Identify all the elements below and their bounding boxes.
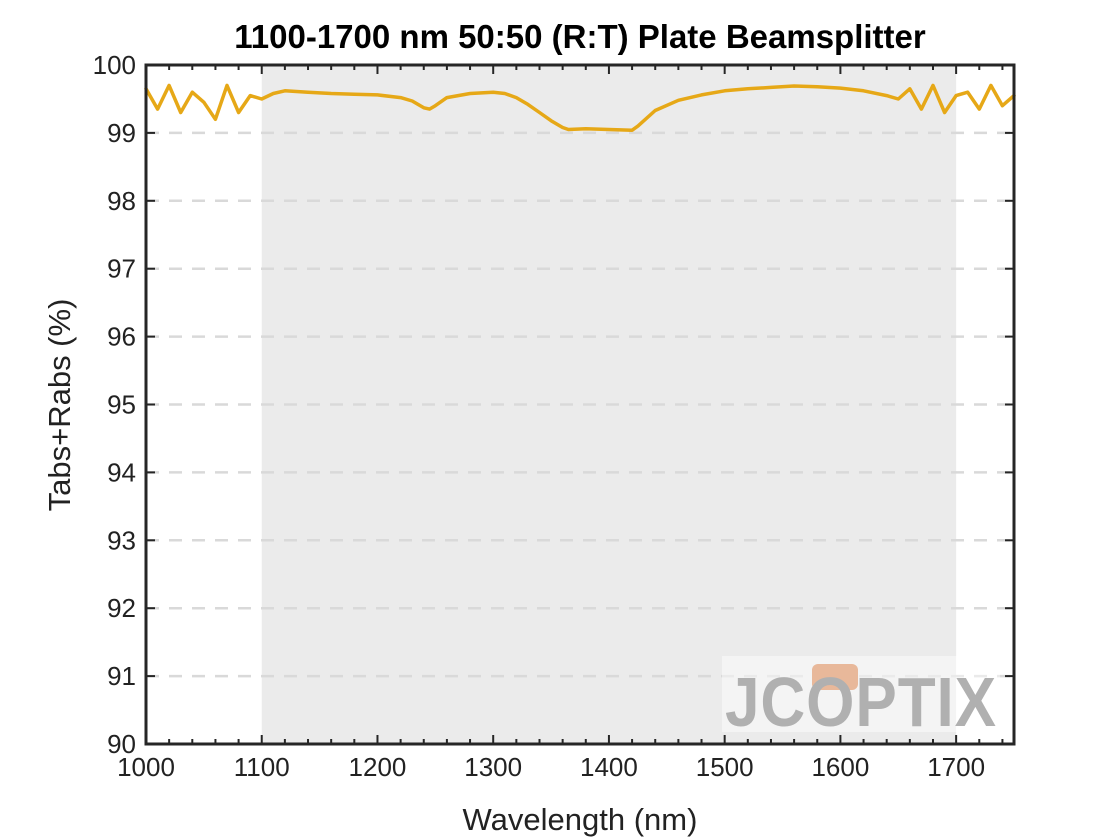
y-tick-label: 96 [107, 322, 136, 352]
series-group [144, 83, 1016, 132]
y-tick-label: 92 [107, 593, 136, 623]
x-tick-labels: 1000 1100 1200 1300 1400 1500 1600 1700 [117, 752, 985, 782]
x-tick-label: 1700 [927, 752, 985, 782]
watermark-accent-icon [812, 664, 858, 690]
x-tick-label: 1300 [464, 752, 522, 782]
y-axis-label: Tabs+Rabs (%) [42, 299, 77, 512]
grid-lines [146, 131, 1014, 678]
y-tick-label: 97 [107, 254, 136, 284]
y-tick-labels: 90 91 92 93 94 95 96 97 98 99 100 [93, 50, 136, 759]
y-tick-label: 99 [107, 118, 136, 148]
y-tick-label: 98 [107, 186, 136, 216]
x-tick-label: 1400 [580, 752, 638, 782]
x-tick-label: 1500 [696, 752, 754, 782]
watermark-logo: JCOPTIX [722, 656, 1000, 741]
x-tick-label: 1000 [117, 752, 175, 782]
series-line [144, 83, 1016, 132]
watermark-text: JCOPTIX [725, 663, 997, 741]
x-tick-label: 1200 [349, 752, 407, 782]
y-tick-label: 90 [107, 729, 136, 759]
axis-ticks [145, 64, 1014, 745]
x-tick-label: 1100 [234, 752, 290, 782]
chart-title: 1100-1700 nm 50:50 (R:T) Plate Beamsplit… [234, 18, 926, 55]
x-tick-label: 1600 [811, 752, 869, 782]
y-tick-label: 95 [107, 390, 136, 420]
y-tick-label: 93 [107, 525, 136, 555]
y-tick-label: 94 [107, 457, 136, 487]
watermark-backdrop [722, 656, 1000, 732]
y-tick-label: 100 [93, 50, 136, 80]
x-axis-label: Wavelength (nm) [463, 802, 698, 837]
y-tick-label: 91 [107, 661, 136, 691]
